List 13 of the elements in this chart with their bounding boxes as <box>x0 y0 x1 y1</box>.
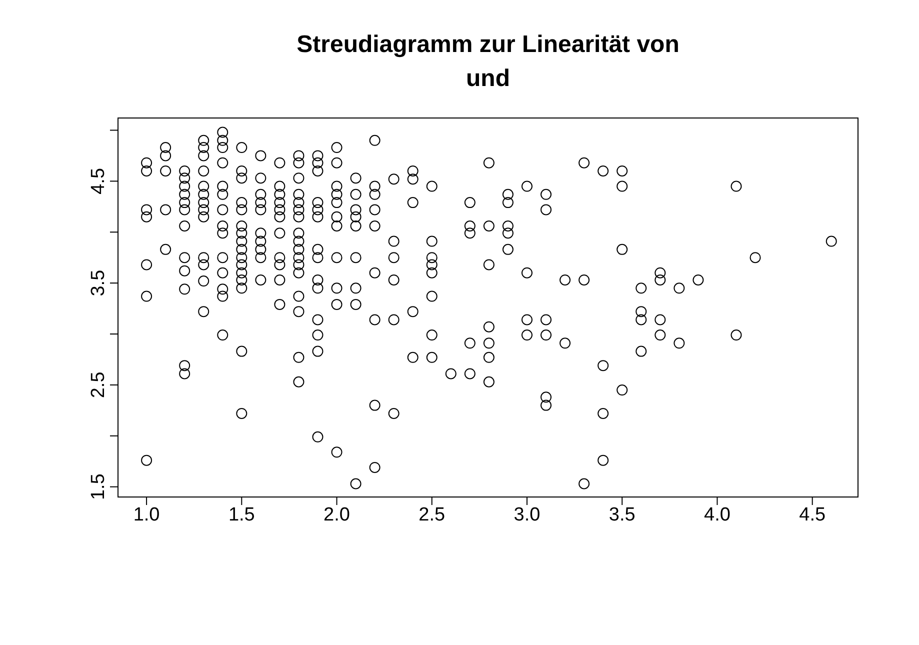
x-tick-label: 4.0 <box>704 504 730 526</box>
x-tick-label: 1.5 <box>228 504 255 526</box>
x-tick-label: 3.0 <box>514 504 540 526</box>
x-tick-label: 3.5 <box>608 504 636 526</box>
x-tick-label: 1.0 <box>133 504 160 526</box>
chart-title: Streudiagramm zur Linearität von und <box>296 30 680 94</box>
x-tick-label: 2.0 <box>324 504 350 526</box>
x-tick-label: 2.5 <box>418 504 446 526</box>
y-tick-label: 4.5 <box>88 168 109 194</box>
y-tick-label: 2.5 <box>88 372 109 398</box>
y-tick-label: 1.5 <box>88 474 109 500</box>
x-tick-label: 4.5 <box>799 504 826 526</box>
y-tick-label: 3.5 <box>88 270 109 296</box>
